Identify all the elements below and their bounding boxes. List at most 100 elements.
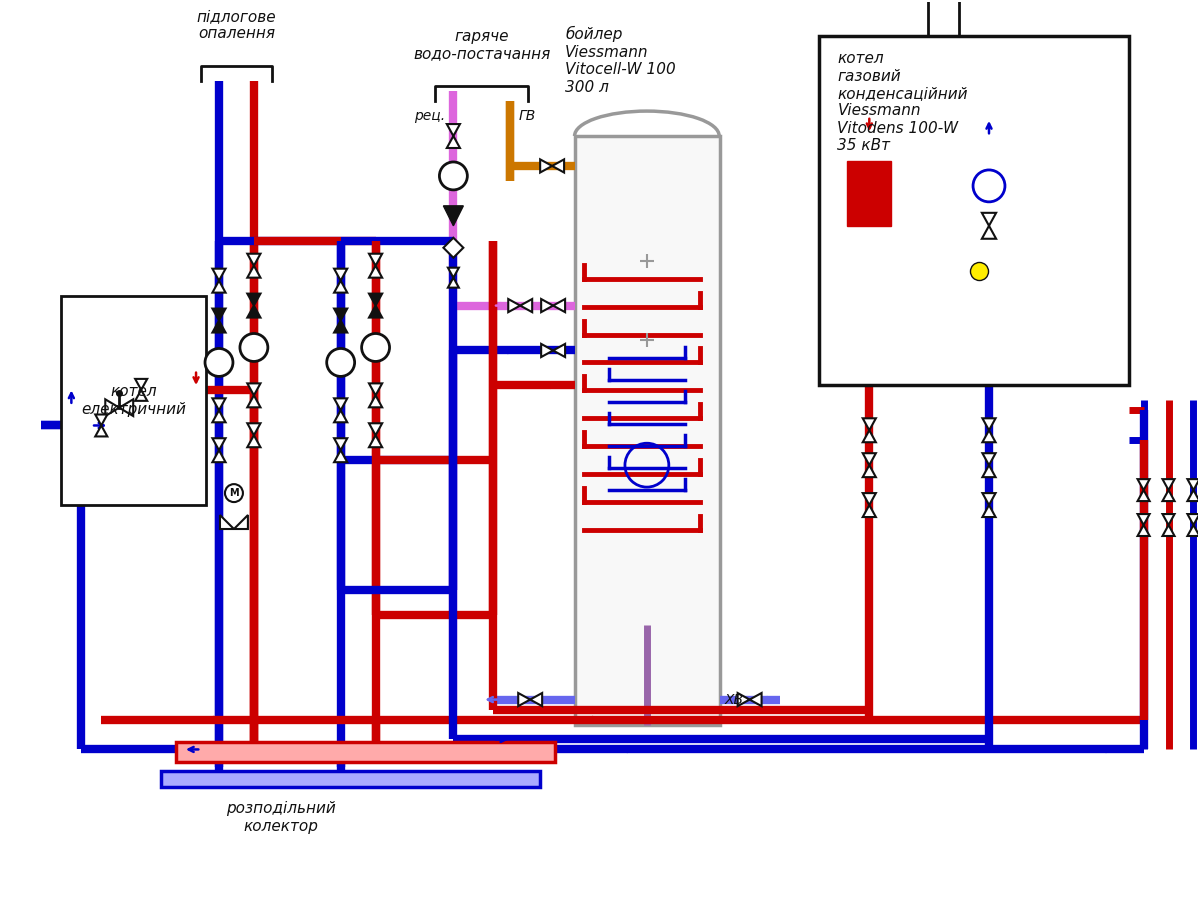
Polygon shape [446,136,460,148]
Polygon shape [212,321,226,333]
Bar [61,296,206,505]
Polygon shape [247,436,260,448]
Circle shape [240,334,268,361]
Polygon shape [247,306,260,318]
Polygon shape [1138,479,1150,490]
Polygon shape [368,266,382,278]
Polygon shape [983,430,996,442]
Text: ХВ: ХВ [725,693,744,707]
Text: котел
газовий
конденсаційний
Viessmann
Vitodens 100-W
35 кВт: котел газовий конденсаційний Viessmann V… [838,51,968,153]
Polygon shape [212,410,226,423]
Polygon shape [448,267,458,278]
Bar [820,36,1129,385]
Polygon shape [212,309,226,321]
Bar [161,771,540,788]
Polygon shape [247,293,260,306]
Circle shape [326,348,355,377]
Polygon shape [541,344,553,357]
Polygon shape [247,383,260,395]
Polygon shape [863,418,876,430]
Polygon shape [1188,525,1200,536]
Polygon shape [1188,514,1200,525]
Polygon shape [1188,479,1200,490]
Polygon shape [863,494,876,505]
Text: підлогове
опалення: підлогове опалення [197,9,276,41]
Polygon shape [1163,525,1175,536]
Polygon shape [1138,490,1150,501]
Polygon shape [247,266,260,278]
Polygon shape [334,280,347,292]
Polygon shape [334,450,347,462]
Polygon shape [212,438,226,450]
Polygon shape [234,515,248,529]
Polygon shape [368,383,382,395]
Polygon shape [983,494,996,505]
Polygon shape [982,213,996,226]
Polygon shape [220,515,234,529]
Text: котел
електричний: котел електричний [82,384,186,416]
Circle shape [224,484,242,502]
Bar [575,136,720,724]
Polygon shape [444,206,463,226]
Polygon shape [518,693,530,706]
Polygon shape [247,254,260,266]
Polygon shape [212,268,226,280]
Circle shape [205,348,233,377]
Polygon shape [368,254,382,266]
Polygon shape [95,414,107,425]
Polygon shape [863,430,876,442]
Polygon shape [983,418,996,430]
Polygon shape [1138,514,1150,525]
Text: гаряче
водо-постачання: гаряче водо-постачання [413,28,551,62]
Polygon shape [334,321,347,333]
Polygon shape [368,293,382,306]
Polygon shape [119,399,133,416]
Text: бойлер
Viessmann
Vitocell-W 100
300 л: бойлер Viessmann Vitocell-W 100 300 л [565,27,676,95]
Polygon shape [509,299,521,312]
Polygon shape [106,399,119,416]
Circle shape [361,334,390,361]
Circle shape [439,162,467,190]
Polygon shape [863,453,876,465]
Polygon shape [982,226,996,239]
Bar [176,743,556,763]
Polygon shape [334,309,347,321]
Polygon shape [334,438,347,450]
Polygon shape [334,268,347,280]
Polygon shape [530,693,542,706]
Polygon shape [212,280,226,292]
Polygon shape [212,398,226,410]
Polygon shape [368,424,382,436]
Polygon shape [553,344,565,357]
Polygon shape [1188,490,1200,501]
Polygon shape [738,693,750,706]
Polygon shape [247,395,260,407]
Polygon shape [552,159,564,173]
Text: рец.: рец. [414,109,445,123]
Polygon shape [95,425,107,437]
Polygon shape [444,238,463,257]
Polygon shape [136,390,148,401]
Polygon shape [983,453,996,465]
Polygon shape [521,299,532,312]
Text: M: M [229,488,239,498]
Polygon shape [448,278,458,288]
Polygon shape [983,505,996,517]
Polygon shape [1163,479,1175,490]
Polygon shape [553,299,565,312]
Polygon shape [863,465,876,477]
Polygon shape [368,395,382,407]
Polygon shape [1138,525,1150,536]
Polygon shape [750,693,762,706]
Text: ГВ: ГВ [518,109,535,123]
Polygon shape [1163,514,1175,525]
Polygon shape [136,379,148,390]
Polygon shape [983,465,996,477]
Polygon shape [368,306,382,318]
Circle shape [973,170,1004,202]
Polygon shape [334,398,347,410]
Text: розподільний
колектор: розподільний колектор [226,801,336,834]
Polygon shape [446,124,460,136]
Polygon shape [212,450,226,462]
Polygon shape [334,410,347,423]
